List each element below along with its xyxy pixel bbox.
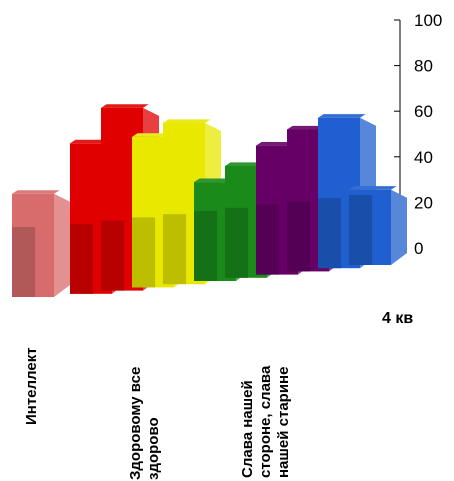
- category-label-line: нашей старине: [275, 367, 292, 478]
- bar-shade: [12, 227, 36, 297]
- category-labels: Интеллект Здоровому всездорово Слава нашей…: [23, 347, 292, 480]
- bar-top-face: [12, 190, 60, 194]
- value-axis: 0 20 40 60 80 100: [394, 11, 442, 258]
- series-label: 4 кв: [382, 310, 413, 327]
- bar-shade: [194, 211, 218, 281]
- bar-1: [12, 190, 70, 297]
- bar-shade: [132, 217, 156, 288]
- category-label-line: Слава нашей: [239, 380, 256, 478]
- category-label-line: Здоровому все: [127, 367, 144, 480]
- y-tick-label: 40: [414, 148, 433, 167]
- y-tick-label: 20: [414, 193, 433, 212]
- y-tick-label: 0: [414, 239, 423, 258]
- y-tick-label: 100: [414, 11, 442, 30]
- bar-shade: [225, 207, 249, 278]
- y-tick-label: 60: [414, 102, 433, 121]
- bar-shade: [70, 223, 94, 294]
- category-label: Слава нашейстороне, славанашей старине: [239, 365, 292, 478]
- bar-top-face: [318, 114, 366, 118]
- bar-shade: [101, 220, 125, 291]
- bar-11: [349, 186, 407, 265]
- bar-top-face: [349, 186, 397, 190]
- bars: [12, 104, 407, 297]
- bar-shade: [163, 214, 187, 285]
- bar-shade: [256, 204, 280, 275]
- category-label: Интеллект: [23, 347, 40, 425]
- category-label-line: стороне, слава: [257, 365, 274, 478]
- category-label: Здоровому всездорово: [127, 367, 162, 480]
- category-label-line: Интеллект: [23, 347, 40, 425]
- bar-shade: [287, 201, 311, 272]
- category-label-line: здорово: [145, 417, 162, 480]
- bar-shade: [318, 198, 342, 269]
- bar-top-face: [163, 119, 211, 123]
- y-tick-label: 80: [414, 57, 433, 76]
- bar-side-face: [54, 193, 70, 297]
- bar-side-face: [391, 189, 407, 265]
- bar-shade: [349, 195, 373, 265]
- bar-top-face: [101, 104, 149, 108]
